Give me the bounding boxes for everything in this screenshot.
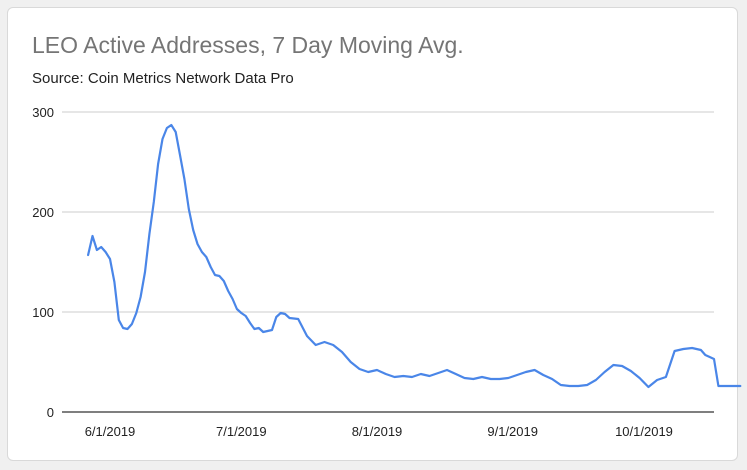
chart-title: LEO Active Addresses, 7 Day Moving Avg. xyxy=(32,32,464,58)
chart-subtitle: Source: Coin Metrics Network Data Pro xyxy=(32,70,294,87)
y-tick-label: 100 xyxy=(32,305,54,320)
y-tick-label: 200 xyxy=(32,205,54,220)
series-line xyxy=(86,123,742,389)
x-tick-label: 6/1/2019 xyxy=(85,424,136,439)
x-tick-label: 8/1/2019 xyxy=(352,424,403,439)
x-tick-label: 9/1/2019 xyxy=(487,424,538,439)
x-tick-label: 7/1/2019 xyxy=(216,424,267,439)
y-tick-label: 0 xyxy=(47,405,54,420)
y-tick-label: 300 xyxy=(32,105,54,120)
x-tick-label: 10/1/2019 xyxy=(615,424,673,439)
chart-card xyxy=(7,7,738,461)
